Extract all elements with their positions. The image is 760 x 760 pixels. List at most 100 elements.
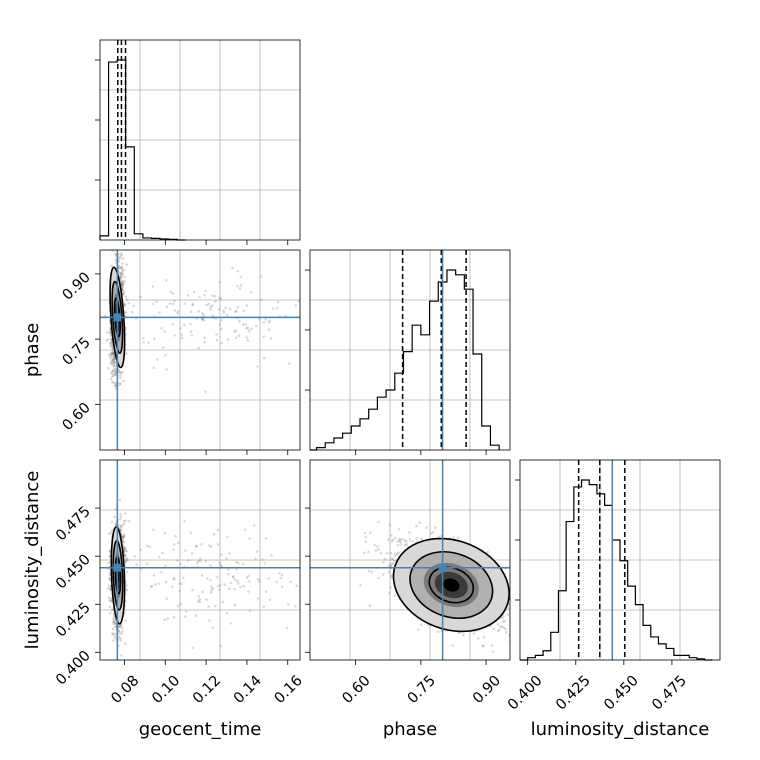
scatter-point bbox=[363, 551, 366, 555]
scatter-point bbox=[121, 371, 124, 374]
scatter-point bbox=[113, 373, 116, 377]
scatter-point bbox=[114, 621, 118, 625]
scatter-point bbox=[367, 550, 370, 554]
scatter-point bbox=[253, 524, 256, 527]
scatter-point bbox=[107, 353, 111, 357]
scatter-point bbox=[182, 576, 185, 580]
scatter-point bbox=[245, 336, 248, 339]
scatter-point bbox=[113, 362, 116, 366]
scatter-point bbox=[123, 554, 127, 557]
scatter-point bbox=[247, 590, 250, 593]
scatter-point bbox=[124, 554, 127, 557]
scatter-point bbox=[210, 585, 213, 588]
scatter-point bbox=[264, 317, 268, 321]
scatter-point bbox=[172, 577, 176, 580]
scatter-point bbox=[400, 537, 404, 541]
scatter-point bbox=[139, 567, 143, 571]
scatter-point bbox=[122, 535, 125, 539]
scatter-point bbox=[513, 575, 516, 578]
scatter-point bbox=[124, 295, 128, 299]
x-axis-label-phase: phase bbox=[383, 719, 437, 740]
scatter-point bbox=[114, 622, 118, 625]
scatter-point bbox=[122, 520, 126, 523]
scatter-point bbox=[108, 549, 111, 553]
scatter-point bbox=[269, 337, 273, 340]
scatter-point bbox=[109, 344, 112, 348]
scatter-point bbox=[377, 548, 380, 551]
scatter-point bbox=[238, 287, 242, 290]
scatter-point bbox=[200, 543, 203, 546]
scatter-point bbox=[186, 559, 190, 562]
scatter-point bbox=[216, 528, 220, 531]
scatter-point bbox=[377, 576, 380, 580]
scatter-point bbox=[389, 564, 393, 568]
scatter-point bbox=[285, 626, 289, 630]
scatter-point bbox=[114, 622, 118, 626]
scatter-point bbox=[125, 263, 128, 266]
scatter-point bbox=[157, 555, 161, 559]
scatter-point bbox=[218, 561, 222, 565]
scatter-point bbox=[256, 365, 259, 368]
panel-frame bbox=[309, 249, 511, 451]
scatter-point bbox=[218, 583, 222, 587]
scatter-point bbox=[376, 545, 379, 548]
scatter-point bbox=[218, 588, 221, 592]
scatter-point bbox=[119, 374, 122, 377]
scatter-point bbox=[242, 585, 245, 588]
scatter-point bbox=[387, 538, 390, 541]
contour-line bbox=[428, 566, 475, 604]
y-tick-label: 0.425 bbox=[53, 600, 94, 641]
scatter-point bbox=[204, 289, 207, 293]
scatter-point bbox=[111, 375, 114, 378]
scatter-point bbox=[114, 258, 118, 262]
scatter-point bbox=[122, 533, 126, 537]
scatter-point bbox=[103, 314, 107, 318]
scatter-point bbox=[486, 550, 490, 554]
scatter-point bbox=[121, 287, 124, 290]
x-tick-label: 0.450 bbox=[601, 673, 642, 714]
scatter-point bbox=[119, 637, 122, 640]
scatter-point bbox=[263, 562, 267, 565]
scatter-point bbox=[258, 580, 261, 583]
truth-marker bbox=[113, 563, 122, 572]
scatter-point bbox=[297, 299, 300, 303]
scatter-point bbox=[217, 584, 220, 588]
scatter-point bbox=[212, 533, 216, 536]
scatter-panel-geocent-time-phase: 0.600.750.90 bbox=[60, 249, 301, 455]
scatter-point bbox=[411, 540, 415, 543]
scatter-point bbox=[119, 515, 123, 519]
hist-panel-geocent-time bbox=[95, 39, 301, 245]
scatter-point bbox=[119, 278, 123, 282]
scatter-point bbox=[153, 337, 156, 341]
x-tick-label: 0.425 bbox=[553, 673, 594, 714]
scatter-point bbox=[123, 554, 127, 557]
scatter-point bbox=[123, 302, 126, 306]
scatter-point bbox=[247, 574, 250, 578]
y-tick-label: 0.60 bbox=[60, 400, 94, 434]
scatter-point bbox=[517, 611, 520, 614]
scatter-point bbox=[197, 310, 200, 313]
contour-line bbox=[409, 551, 494, 619]
y-tick-label: 0.450 bbox=[53, 552, 94, 593]
scatter-point bbox=[219, 564, 223, 567]
scatter-point bbox=[112, 619, 116, 623]
scatter-point bbox=[110, 346, 114, 350]
scatter-point bbox=[118, 266, 121, 270]
scatter-point bbox=[174, 534, 177, 538]
scatter-point bbox=[122, 291, 126, 294]
scatter-point bbox=[279, 576, 283, 580]
scatter-point bbox=[122, 534, 125, 538]
scatter-point bbox=[122, 282, 125, 285]
scatter-point bbox=[124, 519, 127, 523]
scatter-point bbox=[228, 307, 232, 311]
scatter-point bbox=[242, 309, 245, 313]
panel-frame bbox=[309, 459, 511, 661]
scatter-point bbox=[220, 564, 223, 568]
scatter-point bbox=[504, 631, 508, 634]
scatter-point bbox=[109, 599, 113, 602]
scatter-point bbox=[225, 611, 229, 615]
scatter-point bbox=[482, 636, 486, 639]
scatter-point bbox=[403, 538, 406, 542]
scatter-point bbox=[120, 266, 123, 270]
panel-frame bbox=[99, 459, 301, 661]
